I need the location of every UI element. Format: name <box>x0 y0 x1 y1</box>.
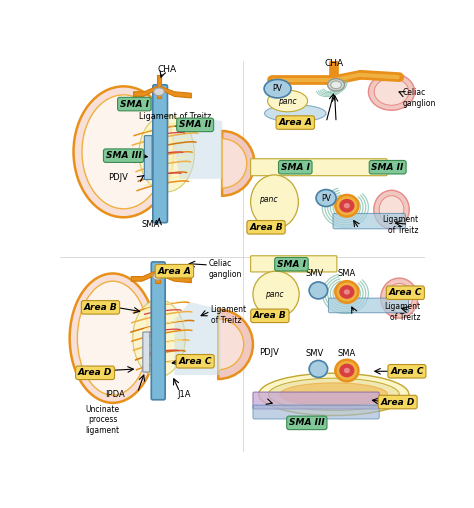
Text: Area A: Area A <box>278 118 312 127</box>
Polygon shape <box>160 86 191 98</box>
Text: Area D: Area D <box>381 398 415 406</box>
Text: SMA I: SMA I <box>277 260 306 269</box>
Wedge shape <box>222 131 255 196</box>
Text: panc: panc <box>259 195 278 204</box>
Polygon shape <box>159 271 191 283</box>
Text: Area B: Area B <box>83 303 118 312</box>
Ellipse shape <box>309 361 328 377</box>
Ellipse shape <box>77 281 148 395</box>
Ellipse shape <box>154 88 164 96</box>
Text: SMA: SMA <box>338 349 356 358</box>
Wedge shape <box>219 310 253 379</box>
Ellipse shape <box>139 115 194 192</box>
FancyBboxPatch shape <box>145 136 152 179</box>
Ellipse shape <box>374 78 409 105</box>
Ellipse shape <box>344 289 350 295</box>
Ellipse shape <box>316 189 336 206</box>
Text: CHA: CHA <box>324 59 343 68</box>
Text: SMA I: SMA I <box>281 163 310 172</box>
Text: Area B: Area B <box>253 311 287 321</box>
Ellipse shape <box>328 79 345 91</box>
Ellipse shape <box>340 286 354 298</box>
Ellipse shape <box>379 196 404 224</box>
FancyBboxPatch shape <box>328 298 409 313</box>
Ellipse shape <box>267 90 308 112</box>
FancyBboxPatch shape <box>251 158 387 176</box>
Text: J1A: J1A <box>177 390 191 399</box>
Ellipse shape <box>331 81 341 89</box>
Text: Area B: Area B <box>249 223 283 232</box>
Ellipse shape <box>153 273 162 280</box>
Ellipse shape <box>344 368 350 373</box>
Text: PDJV: PDJV <box>259 347 279 357</box>
Polygon shape <box>174 302 220 375</box>
Text: Ligament
of Treitz: Ligament of Treitz <box>383 215 419 235</box>
Text: Celiac
ganglion: Celiac ganglion <box>209 259 242 278</box>
Ellipse shape <box>344 203 350 208</box>
Text: Celiac
ganglion: Celiac ganglion <box>403 88 437 108</box>
Text: Area D: Area D <box>78 368 112 377</box>
Ellipse shape <box>386 283 412 313</box>
Ellipse shape <box>340 200 354 212</box>
Ellipse shape <box>268 378 399 410</box>
FancyBboxPatch shape <box>143 332 150 372</box>
Ellipse shape <box>280 383 388 406</box>
Text: PV: PV <box>321 194 331 203</box>
Wedge shape <box>219 319 244 370</box>
FancyBboxPatch shape <box>253 392 379 409</box>
Text: Area C: Area C <box>390 367 424 376</box>
Ellipse shape <box>73 86 173 217</box>
FancyBboxPatch shape <box>153 85 167 223</box>
Text: IPDA: IPDA <box>105 390 125 399</box>
Ellipse shape <box>335 360 358 382</box>
Text: panc: panc <box>265 290 284 299</box>
Text: SMA: SMA <box>141 219 160 229</box>
FancyBboxPatch shape <box>253 405 379 419</box>
Text: SMA III: SMA III <box>289 419 325 427</box>
Text: SMA: SMA <box>338 269 356 278</box>
Polygon shape <box>172 117 222 179</box>
Polygon shape <box>157 75 161 98</box>
Ellipse shape <box>335 281 358 303</box>
Ellipse shape <box>374 190 409 229</box>
Text: Area C: Area C <box>178 357 212 366</box>
Text: Uncinate
process
ligament: Uncinate process ligament <box>86 405 120 435</box>
Text: SMA II: SMA II <box>179 120 211 130</box>
Text: Ligament
of Treitz: Ligament of Treitz <box>210 305 246 325</box>
Polygon shape <box>131 271 156 281</box>
FancyBboxPatch shape <box>151 262 165 400</box>
Ellipse shape <box>264 79 291 98</box>
Text: SMV: SMV <box>305 349 324 358</box>
Text: panc: panc <box>278 97 297 106</box>
Ellipse shape <box>381 278 418 318</box>
Text: CHA: CHA <box>157 65 176 74</box>
Text: Area C: Area C <box>389 288 422 297</box>
Ellipse shape <box>368 73 415 110</box>
Text: Ligament
of Treitz: Ligament of Treitz <box>384 302 420 322</box>
Ellipse shape <box>70 273 156 403</box>
Text: Area A: Area A <box>157 267 191 276</box>
Text: SMA III: SMA III <box>106 151 141 160</box>
Text: PDJV: PDJV <box>108 173 128 182</box>
Text: Ligament of Treitz: Ligament of Treitz <box>139 112 211 121</box>
Ellipse shape <box>335 195 358 216</box>
Ellipse shape <box>259 373 409 416</box>
Ellipse shape <box>253 271 299 318</box>
Polygon shape <box>134 86 157 97</box>
Ellipse shape <box>133 300 185 376</box>
Ellipse shape <box>309 282 328 299</box>
Ellipse shape <box>264 105 326 122</box>
Text: SMA II: SMA II <box>372 163 404 172</box>
Wedge shape <box>222 139 247 188</box>
Text: SMV: SMV <box>305 269 324 278</box>
FancyBboxPatch shape <box>251 256 337 272</box>
Polygon shape <box>155 266 160 283</box>
Text: PV: PV <box>273 84 283 93</box>
Text: SMA I: SMA I <box>120 100 149 109</box>
Ellipse shape <box>251 175 298 229</box>
FancyBboxPatch shape <box>333 213 405 229</box>
Ellipse shape <box>340 364 354 376</box>
Ellipse shape <box>82 95 165 209</box>
